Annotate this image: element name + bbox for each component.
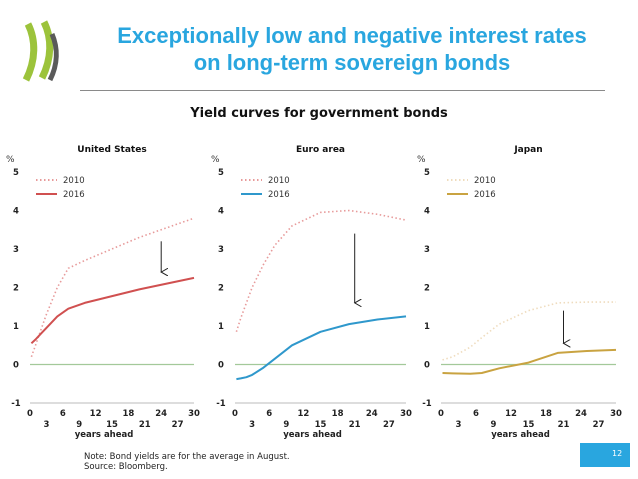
- japan-xtick: 30: [610, 409, 622, 419]
- euro-area-legend-label-2010: 2010: [268, 176, 290, 186]
- euro-area-xtick: 21: [349, 420, 361, 430]
- euro-area-ytick: 4: [218, 207, 224, 217]
- page-number: 12: [612, 449, 623, 458]
- euro-area-legend-label-2016: 2016: [268, 190, 290, 200]
- japan-series-2016: [442, 348, 617, 375]
- euro-area-ytick: 1: [218, 322, 224, 332]
- page-number-badge: 12: [580, 443, 630, 467]
- japan-xtick: 3: [456, 420, 462, 430]
- japan-ylabel: %: [417, 155, 426, 165]
- united-states-series-2016: [30, 276, 195, 345]
- japan-xlabel: years ahead: [491, 430, 550, 440]
- united-states-xtick: 12: [90, 409, 102, 419]
- united-states-xtick: 3: [43, 420, 49, 430]
- japan-ytick: 0: [424, 361, 430, 371]
- united-states-series-2010: [30, 217, 195, 358]
- japan-xtick: 6: [473, 409, 479, 419]
- united-states-xtick: 18: [122, 409, 134, 419]
- logo-leaf-left: [22, 22, 38, 82]
- euro-area-xtick: 27: [383, 420, 395, 430]
- japan-title: Japan: [513, 145, 542, 155]
- japan-ytick: 5: [424, 168, 430, 178]
- euro-area-ytick: 3: [218, 245, 224, 255]
- united-states-xtick: 21: [139, 420, 151, 430]
- logo-leaf-shadow: [47, 33, 59, 82]
- slide-title-line-1: Exceptionally low and negative interest …: [117, 23, 587, 48]
- euro-area-ytick: 0: [218, 361, 224, 371]
- euro-area-series-2010: [235, 209, 407, 333]
- euro-area-xtick: 12: [297, 409, 309, 419]
- logo-leaf-right: [38, 20, 54, 80]
- united-states-xtick: 30: [188, 409, 200, 419]
- euro-area-ytick: -1: [216, 399, 226, 409]
- euro-area-title: Euro area: [296, 145, 345, 155]
- slide-title: Exceptionally low and negative interest …: [72, 22, 632, 76]
- japan-xtick: 21: [558, 420, 570, 430]
- note-text: Note: Bond yields are for the average in…: [84, 452, 290, 462]
- euro-area-xtick: 9: [283, 420, 289, 430]
- euro-area-ylabel: %: [211, 155, 220, 165]
- united-states-ytick: 2: [13, 284, 19, 294]
- japan-xtick: 27: [593, 420, 605, 430]
- euro-area-xtick: 15: [315, 420, 327, 430]
- japan-series-2010: [442, 301, 616, 361]
- japan-legend-label-2010: 2010: [474, 176, 496, 186]
- title-divider: [80, 90, 605, 91]
- japan-ytick: -1: [422, 399, 432, 409]
- japan-xtick: 12: [505, 409, 517, 419]
- japan-xtick: 9: [491, 420, 497, 430]
- united-states-xtick: 0: [27, 409, 33, 419]
- euro-area-xlabel: years ahead: [283, 430, 342, 440]
- united-states-title: United States: [77, 145, 146, 155]
- united-states-ytick: 0: [13, 361, 19, 371]
- slide-title-line-2: on long-term sovereign bonds: [193, 50, 511, 75]
- japan-xtick: 18: [540, 409, 552, 419]
- united-states-xtick: 15: [106, 420, 118, 430]
- united-states-ytick: 1: [13, 322, 19, 332]
- euro-area-ytick: 5: [218, 168, 224, 178]
- euro-area-series-2016: [236, 315, 407, 381]
- chart-subtitle: Yield curves for government bonds: [190, 106, 448, 121]
- united-states-legend-label-2010: 2010: [63, 176, 85, 186]
- united-states-ytick: 5: [13, 168, 19, 178]
- united-states-xtick: 27: [172, 420, 184, 430]
- euro-area-xtick: 24: [366, 409, 378, 419]
- japan-xtick: 0: [438, 409, 444, 419]
- united-states-ylabel: %: [6, 155, 15, 165]
- united-states-xtick: 24: [155, 409, 167, 419]
- euro-area-xtick: 0: [232, 409, 238, 419]
- euro-area-xtick: 18: [332, 409, 344, 419]
- united-states-ytick: 4: [13, 207, 19, 217]
- chart-note: Note: Bond yields are for the average in…: [84, 452, 290, 472]
- euro-area-xtick: 6: [266, 409, 272, 419]
- euro-area-ytick: 2: [218, 284, 224, 294]
- euro-area-xtick: 30: [400, 409, 412, 419]
- united-states-ytick: -1: [11, 399, 21, 409]
- united-states-xlabel: years ahead: [75, 430, 134, 440]
- united-states-ytick: 3: [13, 245, 19, 255]
- japan-xtick: 15: [523, 420, 535, 430]
- japan-legend-label-2016: 2016: [474, 190, 496, 200]
- oecd-logo: [22, 20, 59, 82]
- japan-ytick: 2: [424, 284, 430, 294]
- japan-ytick: 3: [424, 245, 430, 255]
- euro-area-xtick: 3: [249, 420, 255, 430]
- japan-ytick: 4: [424, 207, 430, 217]
- source-text: Source: Bloomberg.: [84, 462, 168, 472]
- united-states-legend-label-2016: 2016: [63, 190, 85, 200]
- united-states-xtick: 6: [60, 409, 66, 419]
- united-states-xtick: 9: [76, 420, 82, 430]
- japan-ytick: 1: [424, 322, 430, 332]
- japan-xtick: 24: [575, 409, 587, 419]
